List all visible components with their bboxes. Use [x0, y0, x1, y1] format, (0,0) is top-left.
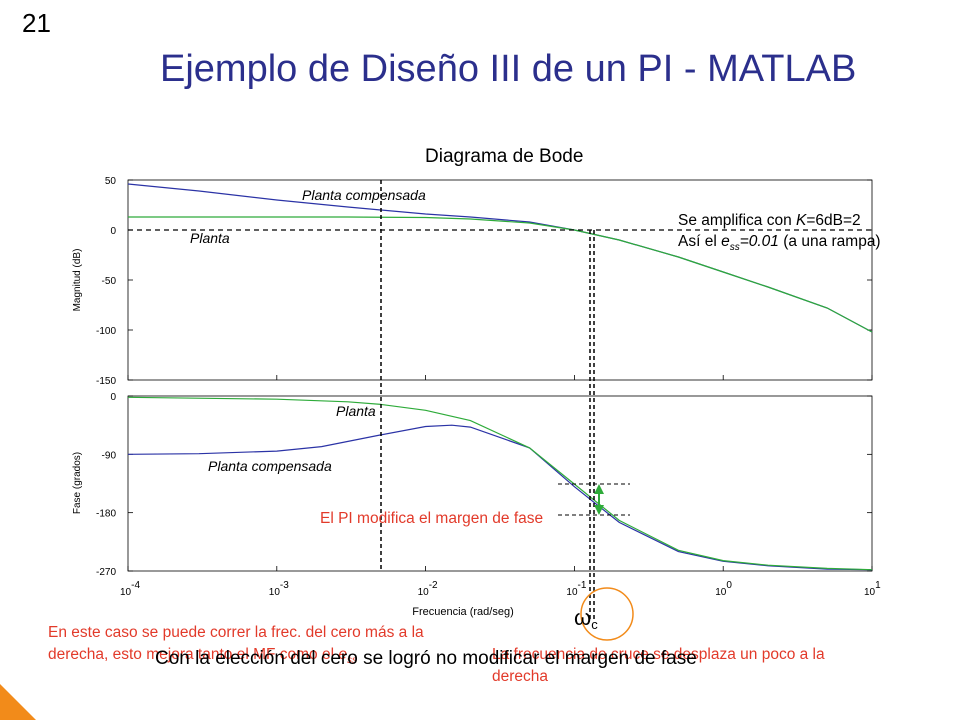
phase-label-planta: Planta: [336, 403, 376, 419]
phase-ytick-label: -270: [96, 567, 116, 578]
phase-series-planta-compensada: [127, 424, 873, 571]
slide-number: 21: [22, 8, 51, 38]
phase-margin-arrow: [594, 484, 604, 515]
x-tick-label: 10-4: [120, 580, 140, 598]
omega-c-label: ωc: [574, 605, 598, 632]
phase-y-axis-label: Fase (grados): [72, 452, 83, 514]
phase-series: [127, 396, 873, 571]
phase-plot: 0 -90 -180 -270 10-4 10-3 10-2 10-1 100 101 Fase…: [72, 375, 881, 618]
left-red-note: En este caso se puede correr la frec. de…: [48, 624, 424, 667]
amplification-note: Se amplifica con K=6dB=2 Así el ess=0.01…: [678, 210, 881, 258]
x-tick-label: 10-2: [418, 580, 438, 598]
phase-x-ticks: 10-4 10-3 10-2 10-1 100 101: [120, 375, 881, 598]
amplification-note-line-2: Así el ess=0.01 (a una rampa): [678, 233, 881, 254]
crossover-highlight-circle: [580, 587, 634, 641]
right-red-note: La frecuencia de cruce se desplaza un po…: [492, 646, 825, 685]
x-tick-label: 101: [864, 580, 881, 598]
mag-label-planta-compensada: Planta compensada: [302, 187, 426, 203]
mag-label-planta: Planta: [190, 230, 230, 246]
magnitude-y-ticks: 50 0 -50 -100 -150: [96, 176, 872, 387]
phase-label-planta-compensada: Planta compensada: [208, 458, 332, 474]
x-tick-label: 100: [715, 580, 732, 598]
magnitude-series: [127, 183, 873, 333]
magnitude-y-axis-label: Magnitud (dB): [72, 249, 83, 312]
corner-decoration: [0, 684, 36, 720]
phase-series-planta: [127, 396, 873, 571]
bode-chart-title: Diagrama de Bode: [425, 146, 584, 167]
phase-ytick-label: -90: [102, 450, 117, 461]
magnitude-ytick-label: -50: [102, 276, 117, 287]
x-tick-label: 10-3: [269, 580, 289, 598]
bottom-caption: Con la elección del cero se logró no mod…: [155, 648, 697, 669]
magnitude-plot: 50 0 -50 -100 -150 Magnitud (dB): [72, 176, 873, 387]
x-axis-label: Frecuencia (rad/seg): [412, 606, 514, 618]
slide-title: Ejemplo de Diseño III de un PI - MATLAB: [160, 48, 857, 90]
phase-axes-frame: [127, 395, 873, 572]
pi-phase-margin-note: El PI modifica el margen de fase: [320, 510, 544, 527]
magnitude-ytick-label: -100: [96, 326, 116, 337]
magnitude-ytick-label: -150: [96, 376, 116, 387]
x-tick-label: 10-1: [566, 580, 586, 598]
magnitude-series-planta: [128, 216, 873, 333]
phase-ytick-label: -180: [96, 509, 116, 520]
magnitude-ytick-label: 50: [105, 176, 117, 187]
phase-y-ticks: 0 -90 -180 -270: [96, 392, 872, 578]
magnitude-ytick-label: 0: [110, 226, 116, 237]
phase-ytick-label: 0: [110, 392, 116, 403]
amplification-note-line-1: Se amplifica con K=6dB=2: [678, 212, 861, 229]
